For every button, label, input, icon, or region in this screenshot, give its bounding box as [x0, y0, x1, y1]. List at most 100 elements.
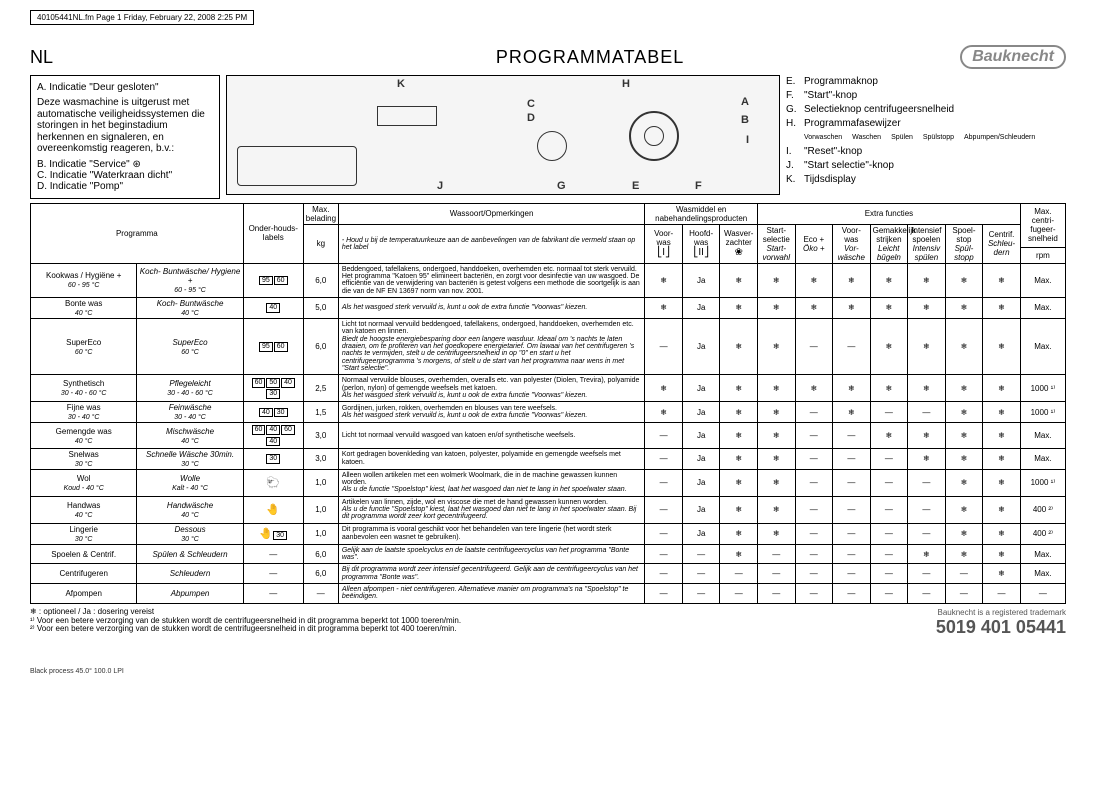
feature-cell: ❄ — [945, 375, 983, 402]
indicator-legend-left: A. Indicatie "Deur gesloten" Deze wasmac… — [30, 75, 220, 199]
footnotes: ❄ : optioneel / Ja : dosering vereist ¹⁾… — [30, 608, 461, 638]
th-startsel: Start-selectieStart-vorwahl — [758, 224, 796, 263]
max-rpm: 1000 ¹⁾ — [1020, 375, 1065, 402]
program-table: Programma Onder-houds-labels Max. beladi… — [30, 203, 1066, 604]
prewash-icon: ⎣I⎦ — [657, 247, 670, 258]
legend-h: Programmafasewijzer — [804, 117, 901, 131]
feature-cell: — — [645, 318, 683, 374]
upper-section: A. Indicatie "Deur gesloten" Deze wasmac… — [30, 75, 1066, 199]
feature-cell: — — [795, 564, 833, 584]
feature-cell: ❄ — [983, 469, 1021, 496]
care-labels: 60504030 — [243, 375, 303, 402]
feature-cell: — — [833, 564, 871, 584]
feature-cell: ❄ — [945, 402, 983, 423]
feature-cell: — — [795, 469, 833, 496]
program-name-nl: Bonte was40 °C — [31, 297, 137, 318]
max-load: 5,0 — [303, 297, 338, 318]
table-row: AfpompenAbpumpen——Alleen afpompen - niet… — [31, 584, 1066, 604]
table-row: Spoelen & Centrif.Spülen & Schleudern—6,… — [31, 544, 1066, 564]
program-name-de: Schnelle Wäsche 30min.30 °C — [137, 448, 243, 469]
th-rpm: Max. centri-fugeer-snelheid — [1020, 203, 1065, 247]
program-name-de: SuperEco60 °C — [137, 318, 243, 374]
legend-e: Programmaknop — [804, 75, 878, 89]
feature-cell: ❄ — [758, 402, 796, 423]
feature-cell: Ja — [682, 318, 720, 374]
feature-cell: ❄ — [945, 318, 983, 374]
th-wassoort: Wassoort/Opmerkingen — [338, 203, 645, 224]
wash-notes: Bij dit programma wordt zeer intensief g… — [338, 564, 645, 584]
care-labels: 60406040 — [243, 423, 303, 448]
max-load: 6,0 — [303, 318, 338, 374]
table-row: Synthetisch30 - 40 - 60 °CPflegeleicht30… — [31, 375, 1066, 402]
max-rpm: 1000 ¹⁾ — [1020, 469, 1065, 496]
program-name-nl: Spoelen & Centrif. — [31, 544, 137, 564]
spin-knob-graphic — [537, 131, 567, 161]
program-name-nl: Afpompen — [31, 584, 137, 604]
wash-notes: Gelijk aan de laatste spoelcyclus en de … — [338, 544, 645, 564]
drawer-graphic — [237, 146, 357, 186]
brand-logo: Bauknecht — [960, 45, 1066, 69]
feature-cell: — — [720, 564, 758, 584]
wash-notes: Licht tot normaal vervuild beddengoed, t… — [338, 318, 645, 374]
wash-notes: Kort gedragen bovenkleding van katoen, p… — [338, 448, 645, 469]
softener-icon: ❀ — [735, 247, 743, 258]
program-name-nl: Fijne was30 - 40 °C — [31, 402, 137, 423]
feature-cell: — — [795, 496, 833, 523]
program-knob-graphic — [629, 111, 679, 161]
max-load: 6,0 — [303, 544, 338, 564]
feature-cell: — — [908, 584, 946, 604]
table-row: Fijne was30 - 40 °CFeinwäsche30 - 40 °C4… — [31, 402, 1066, 423]
feature-cell: — — [833, 448, 871, 469]
feature-cell: ❄ — [645, 263, 683, 297]
table-row: Lingerie30 °CDessous30 °C🤚301,0Dit progr… — [31, 523, 1066, 544]
indicator-c: C. Indicatie "Waterkraan dicht" — [37, 170, 213, 181]
main-header: NL PROGRAMMATABEL Bauknecht — [30, 45, 1066, 69]
label-a: A — [741, 96, 749, 108]
feature-cell: — — [682, 564, 720, 584]
feature-cell: ❄ — [645, 297, 683, 318]
feature-cell: ❄ — [870, 375, 908, 402]
feature-cell: — — [870, 584, 908, 604]
th-kg: kg — [303, 224, 338, 263]
mainwash-icon: ⎣II⎦ — [693, 247, 709, 258]
print-process-note: Black process 45.0° 100.0 LPI — [30, 668, 1066, 675]
feature-cell: — — [908, 496, 946, 523]
indicator-a: A. Indicatie "Deur gesloten" — [37, 82, 213, 93]
wash-notes: Gordijnen, jurken, rokken, overhemden en… — [338, 402, 645, 423]
feature-cell: ❄ — [945, 423, 983, 448]
care-labels: 🤚30 — [243, 523, 303, 544]
wash-notes: Alleen afpompen - niet centrifugeren. Al… — [338, 584, 645, 604]
feature-cell: — — [833, 584, 871, 604]
feature-cell: — — [908, 523, 946, 544]
max-rpm: 400 ²⁾ — [1020, 496, 1065, 523]
program-name-de: Schleudern — [137, 564, 243, 584]
feature-cell: — — [833, 544, 871, 564]
label-h: H — [622, 78, 630, 90]
max-load: 6,0 — [303, 564, 338, 584]
feature-cell: — — [833, 318, 871, 374]
care-labels: 🐑 — [243, 469, 303, 496]
feature-cell: — — [870, 544, 908, 564]
feature-cell: Ja — [682, 402, 720, 423]
feature-cell: ❄ — [983, 375, 1021, 402]
table-row: Bonte was40 °CKoch- Buntwäsche40 °C405,0… — [31, 297, 1066, 318]
program-name-nl: Snelwas30 °C — [31, 448, 137, 469]
feature-cell: Ja — [682, 423, 720, 448]
max-rpm: Max. — [1020, 448, 1065, 469]
care-labels: 40 — [243, 297, 303, 318]
th-rpm-unit: rpm — [1020, 247, 1065, 263]
feature-cell: — — [908, 402, 946, 423]
feature-cell: ❄ — [908, 448, 946, 469]
feature-cell: ❄ — [720, 318, 758, 374]
max-load: 1,5 — [303, 402, 338, 423]
feature-cell: ❄ — [720, 375, 758, 402]
feature-cell: ❄ — [983, 496, 1021, 523]
label-e: E — [632, 180, 639, 192]
table-row: Kookwas / Hygiëne +60 - 95 °CKoch- Buntw… — [31, 263, 1066, 297]
feature-cell: — — [870, 448, 908, 469]
feature-cell: ❄ — [983, 297, 1021, 318]
label-c: C — [527, 98, 535, 110]
feature-cell: — — [795, 318, 833, 374]
th-voorwas: Voor-was⎣I⎦ — [645, 224, 683, 263]
feature-cell: — — [983, 584, 1021, 604]
